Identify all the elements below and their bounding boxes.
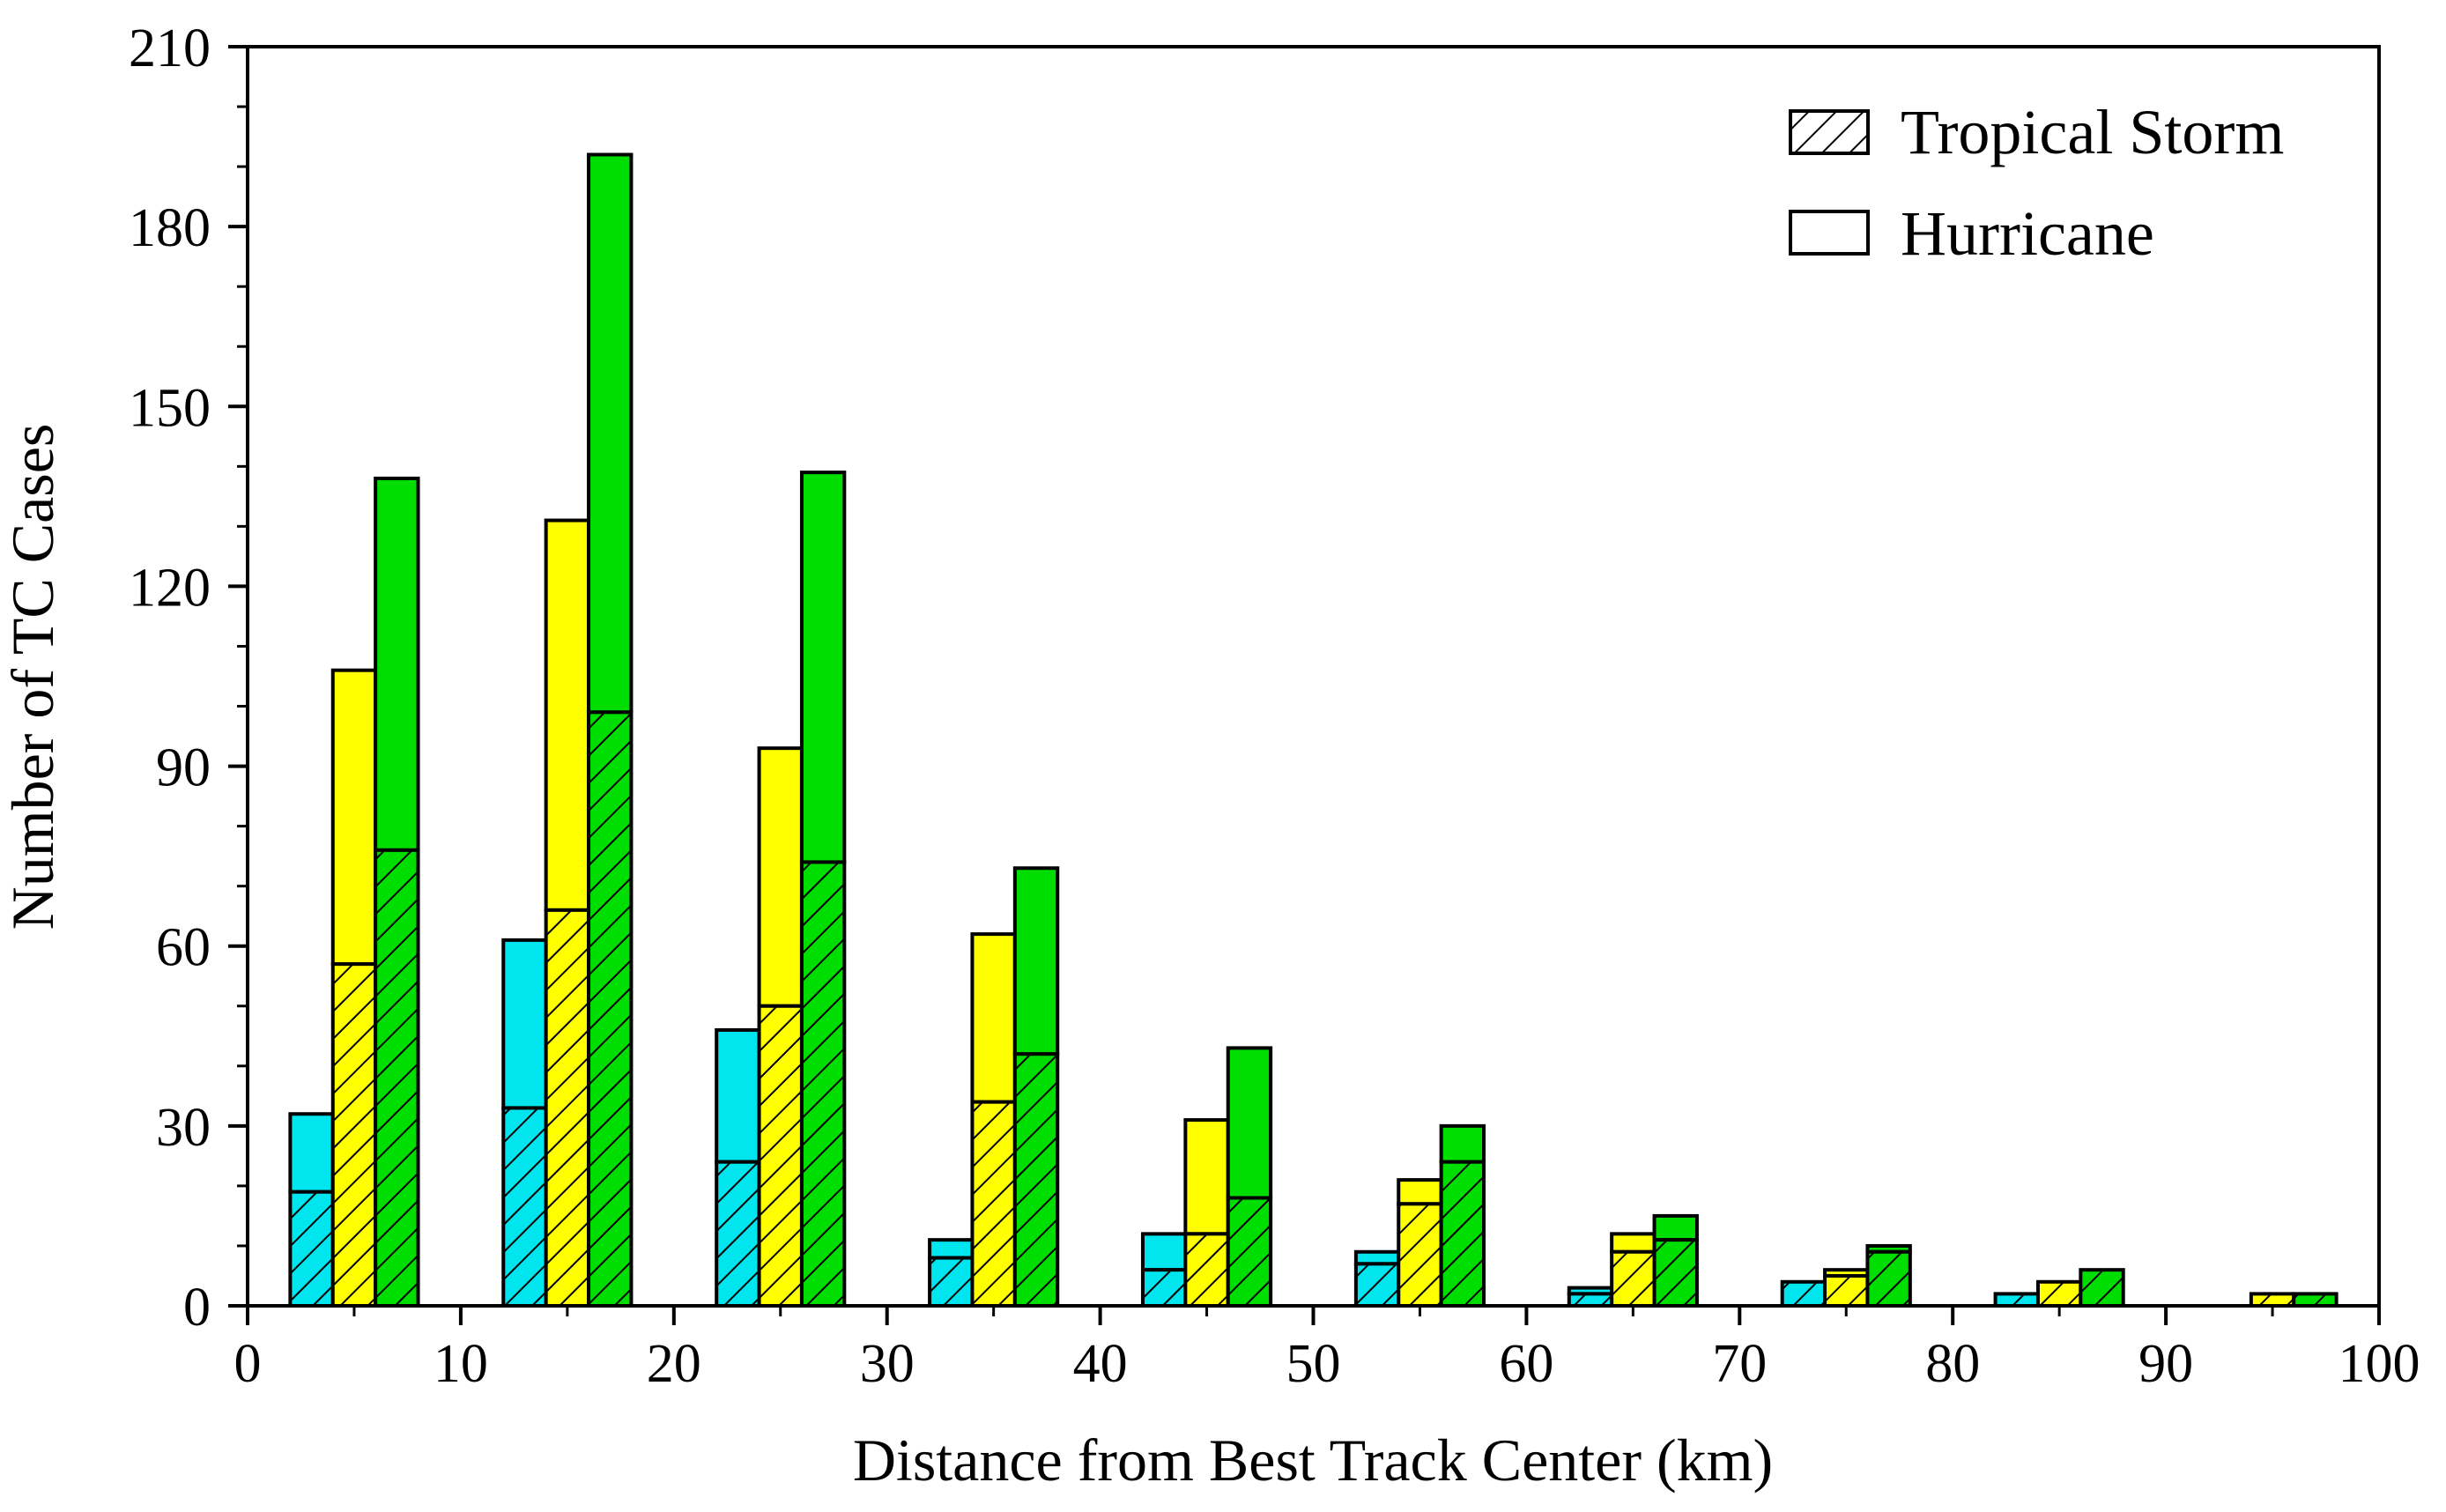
bar-cyan-hurricane [715, 1027, 761, 1164]
x-tick-label: 20 [647, 1334, 701, 1394]
bar-cyan-hurricane [928, 1238, 975, 1260]
bar-cyan-hurricane [1140, 1232, 1188, 1272]
y-tick-label: 210 [129, 19, 211, 78]
bar-green-hurricane [1652, 1213, 1699, 1242]
x-tick-label: 80 [1925, 1334, 1980, 1394]
x-axis-title: Distance from Best Track Center (km) [853, 1427, 1773, 1493]
bar-yellow-hurricane [330, 668, 378, 967]
bar-cyan-tropical-storm [1780, 1279, 1827, 1308]
x-tick-label: 90 [2138, 1334, 2193, 1394]
x-tick-label: 0 [234, 1334, 262, 1394]
bar-yellow-hurricane [544, 518, 591, 912]
x-tick-label: 10 [434, 1334, 488, 1394]
bar-yellow-tropical-storm [544, 908, 591, 1308]
bar-green-tropical-storm [1012, 1052, 1060, 1308]
bar-cyan-tropical-storm [288, 1190, 335, 1308]
bar-yellow-tropical-storm [757, 1004, 804, 1308]
bars-layer [288, 152, 2339, 1308]
bar-yellow-hurricane [1183, 1118, 1230, 1236]
bar-yellow-hurricane [970, 932, 1017, 1104]
bar-cyan-hurricane [1353, 1249, 1401, 1266]
bar-green-tropical-storm [1865, 1249, 1912, 1308]
bar-yellow-tropical-storm [2249, 1292, 2296, 1308]
bar-cyan-tropical-storm [928, 1256, 975, 1308]
bar-green-hurricane [587, 152, 634, 715]
bar-yellow-hurricane [757, 746, 804, 1008]
legend-swatch-hurricane [1789, 210, 1870, 256]
bar-yellow-hurricane [1610, 1232, 1657, 1254]
legend-label-tropical-storm: Tropical Storm [1901, 97, 2284, 167]
bar-cyan-tropical-storm [1353, 1262, 1401, 1308]
bar-cyan-hurricane [501, 938, 548, 1110]
bar-green-hurricane [1012, 866, 1060, 1056]
y-tick-label: 120 [129, 558, 211, 618]
bar-green-tropical-storm [374, 848, 420, 1308]
bar-green-tropical-storm [1652, 1238, 1699, 1308]
y-tick-label: 30 [156, 1098, 211, 1158]
bar-green-hurricane [374, 476, 420, 852]
bar-green-hurricane [1226, 1046, 1273, 1200]
y-tick-label: 90 [156, 738, 211, 798]
y-tick-label: 180 [129, 198, 211, 258]
legend: Tropical Storm Hurricane [1789, 97, 2284, 269]
bar-cyan-tropical-storm [1993, 1292, 2040, 1308]
bar-green-tropical-storm [2079, 1268, 2125, 1308]
y-axis: 0 30 60 90 120 150 180 210 [129, 19, 248, 1338]
bar-green-tropical-storm [799, 860, 847, 1308]
bar-yellow-tropical-storm [1397, 1202, 1443, 1308]
bar-yellow-hurricane [1397, 1178, 1443, 1206]
x-tick-label: 30 [860, 1334, 915, 1394]
y-tick-label: 0 [183, 1278, 211, 1338]
x-tick-label: 100 [2339, 1334, 2420, 1394]
bar-yellow-tropical-storm [2035, 1279, 2083, 1308]
bar-cyan-hurricane [288, 1112, 335, 1194]
bar-green-tropical-storm [1439, 1160, 1486, 1308]
bar-green-hurricane [799, 471, 847, 864]
y-tick-label: 150 [129, 378, 211, 438]
bar-green-tropical-storm [1226, 1196, 1273, 1308]
legend-label-hurricane: Hurricane [1901, 198, 2154, 269]
bar-green-hurricane [1439, 1123, 1486, 1164]
bar-cyan-tropical-storm [501, 1106, 548, 1308]
x-tick-label: 60 [1499, 1334, 1553, 1394]
bar-yellow-tropical-storm [970, 1100, 1017, 1308]
x-tick-label: 70 [1712, 1334, 1767, 1394]
y-tick-label: 60 [156, 918, 211, 978]
x-tick-label: 50 [1286, 1334, 1341, 1394]
bar-yellow-tropical-storm [1610, 1249, 1657, 1308]
bar-cyan-tropical-storm [715, 1160, 761, 1308]
bar-green-tropical-storm [587, 710, 634, 1308]
bar-yellow-tropical-storm [1183, 1232, 1230, 1308]
bar-green-tropical-storm [2292, 1292, 2339, 1308]
y-axis-title: Number of TC Cases [0, 424, 66, 930]
x-tick-label: 40 [1073, 1334, 1128, 1394]
x-axis: 0 10 20 30 40 50 60 70 80 90 100 [234, 1306, 2420, 1394]
bar-cyan-tropical-storm [1140, 1268, 1188, 1308]
bar-cyan-tropical-storm [1567, 1292, 1614, 1308]
legend-swatch-tropical-storm [1789, 109, 1870, 155]
bar-yellow-tropical-storm [1823, 1273, 1870, 1308]
bar-yellow-tropical-storm [330, 962, 378, 1308]
